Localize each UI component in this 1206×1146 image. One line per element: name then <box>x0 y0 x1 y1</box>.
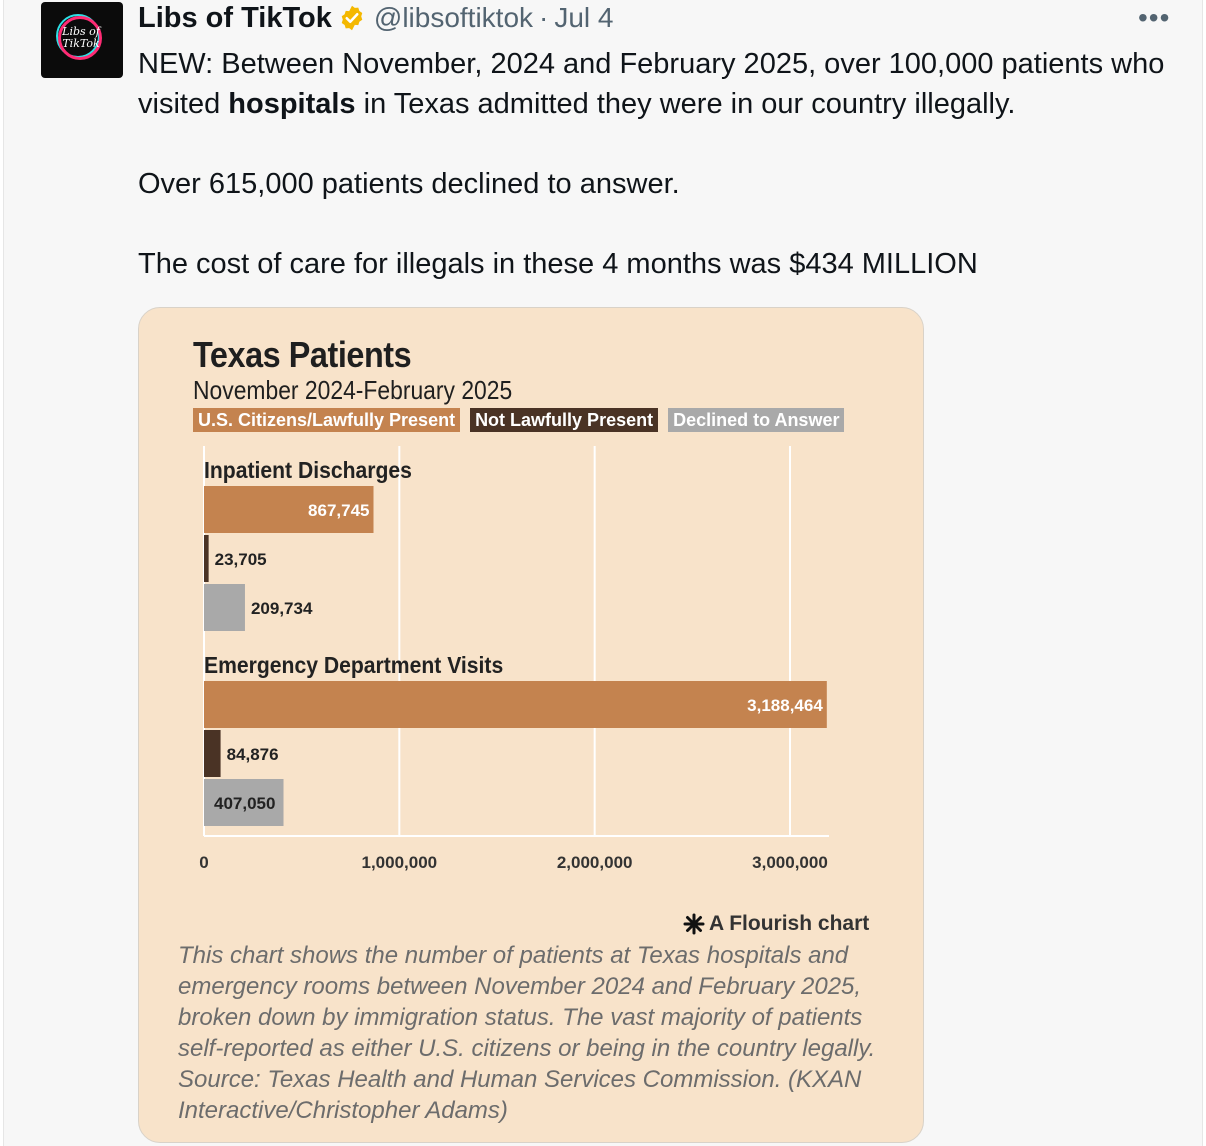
bar-value-label-g0-s0: 867,745 <box>308 501 369 520</box>
chart-subtitle: November 2024-February 2025 <box>193 375 513 405</box>
tweet-header: Libs of TikTok @libsoftiktok · Jul 4 <box>138 1 614 35</box>
bar-value-label-g1-s1: 84,876 <box>227 745 279 764</box>
bar-value-label-g0-s2: 209,734 <box>251 599 313 618</box>
tweet-paragraph-3: The cost of care for illegals in these 4… <box>138 248 978 280</box>
tweet-paragraph-2: Over 615,000 patients declined to answer… <box>138 168 680 200</box>
legend-us-citizens: U.S. Citizens/Lawfully Present <box>193 408 461 432</box>
bar-value-label-g1-s2: 407,050 <box>214 794 275 813</box>
chart-caption: This chart shows the number of patients … <box>178 942 876 1124</box>
x-tick-label-3: 3,000,000 <box>752 853 828 872</box>
user-handle[interactable]: @libsoftiktok <box>373 2 534 33</box>
bar-value-label-g1-s0: 3,188,464 <box>747 696 823 715</box>
flourish-label: A Flourish chart <box>709 912 870 935</box>
bar-g1-s0 <box>204 681 827 728</box>
x-tick-label-0: 0 <box>199 853 208 872</box>
x-tick-label-2: 2,000,000 <box>557 853 633 872</box>
tweet-paragraph-1: NEW: Between November, 2024 and February… <box>138 48 1165 120</box>
chart-title: Texas Patients <box>193 334 412 375</box>
avatar[interactable]: Libs of TikTok <box>41 2 123 78</box>
avatar-logo-text: Libs of TikTok <box>62 25 100 50</box>
separator-dot: · <box>539 2 549 33</box>
flourish-asterisk-icon <box>683 913 705 935</box>
avatar-ring-pink <box>58 16 102 60</box>
legend-declined: Declined to Answer <box>668 408 845 432</box>
bar-g1-s1 <box>204 730 221 777</box>
bar-g0-s2 <box>204 584 245 631</box>
display-name[interactable]: Libs of TikTok <box>138 1 332 34</box>
bar-g0-s1 <box>204 535 209 582</box>
chart-image-card[interactable]: Texas Patients November 2024-February 20… <box>138 307 924 1143</box>
bar-g1-s2 <box>204 779 284 826</box>
legend-not-lawfully-present: Not Lawfully Present <box>470 408 659 432</box>
flourish-credit: A Flourish chart <box>683 912 869 936</box>
tweet-text: NEW: Between November, 2024 and February… <box>138 44 1188 284</box>
bar-g0-s0 <box>204 486 374 533</box>
group-label-1: Emergency Department Visits <box>204 652 503 678</box>
chart-legend: U.S. Citizens/Lawfully Present Not Lawfu… <box>193 408 845 432</box>
verified-badge-icon <box>341 5 363 31</box>
tweet: Libs of TikTok Libs of TikTok @libsoftik… <box>3 0 1203 1146</box>
bar-value-label-g0-s1: 23,705 <box>215 550 267 569</box>
more-options-icon[interactable]: ••• <box>1138 2 1171 33</box>
tweet-date[interactable]: Jul 4 <box>554 2 614 33</box>
group-label-0: Inpatient Discharges <box>204 457 412 483</box>
x-tick-label-1: 1,000,000 <box>362 853 438 872</box>
bar-chart: 0 1,000,000 2,000,000 3,000,000 Inpatient Di… <box>199 446 829 872</box>
